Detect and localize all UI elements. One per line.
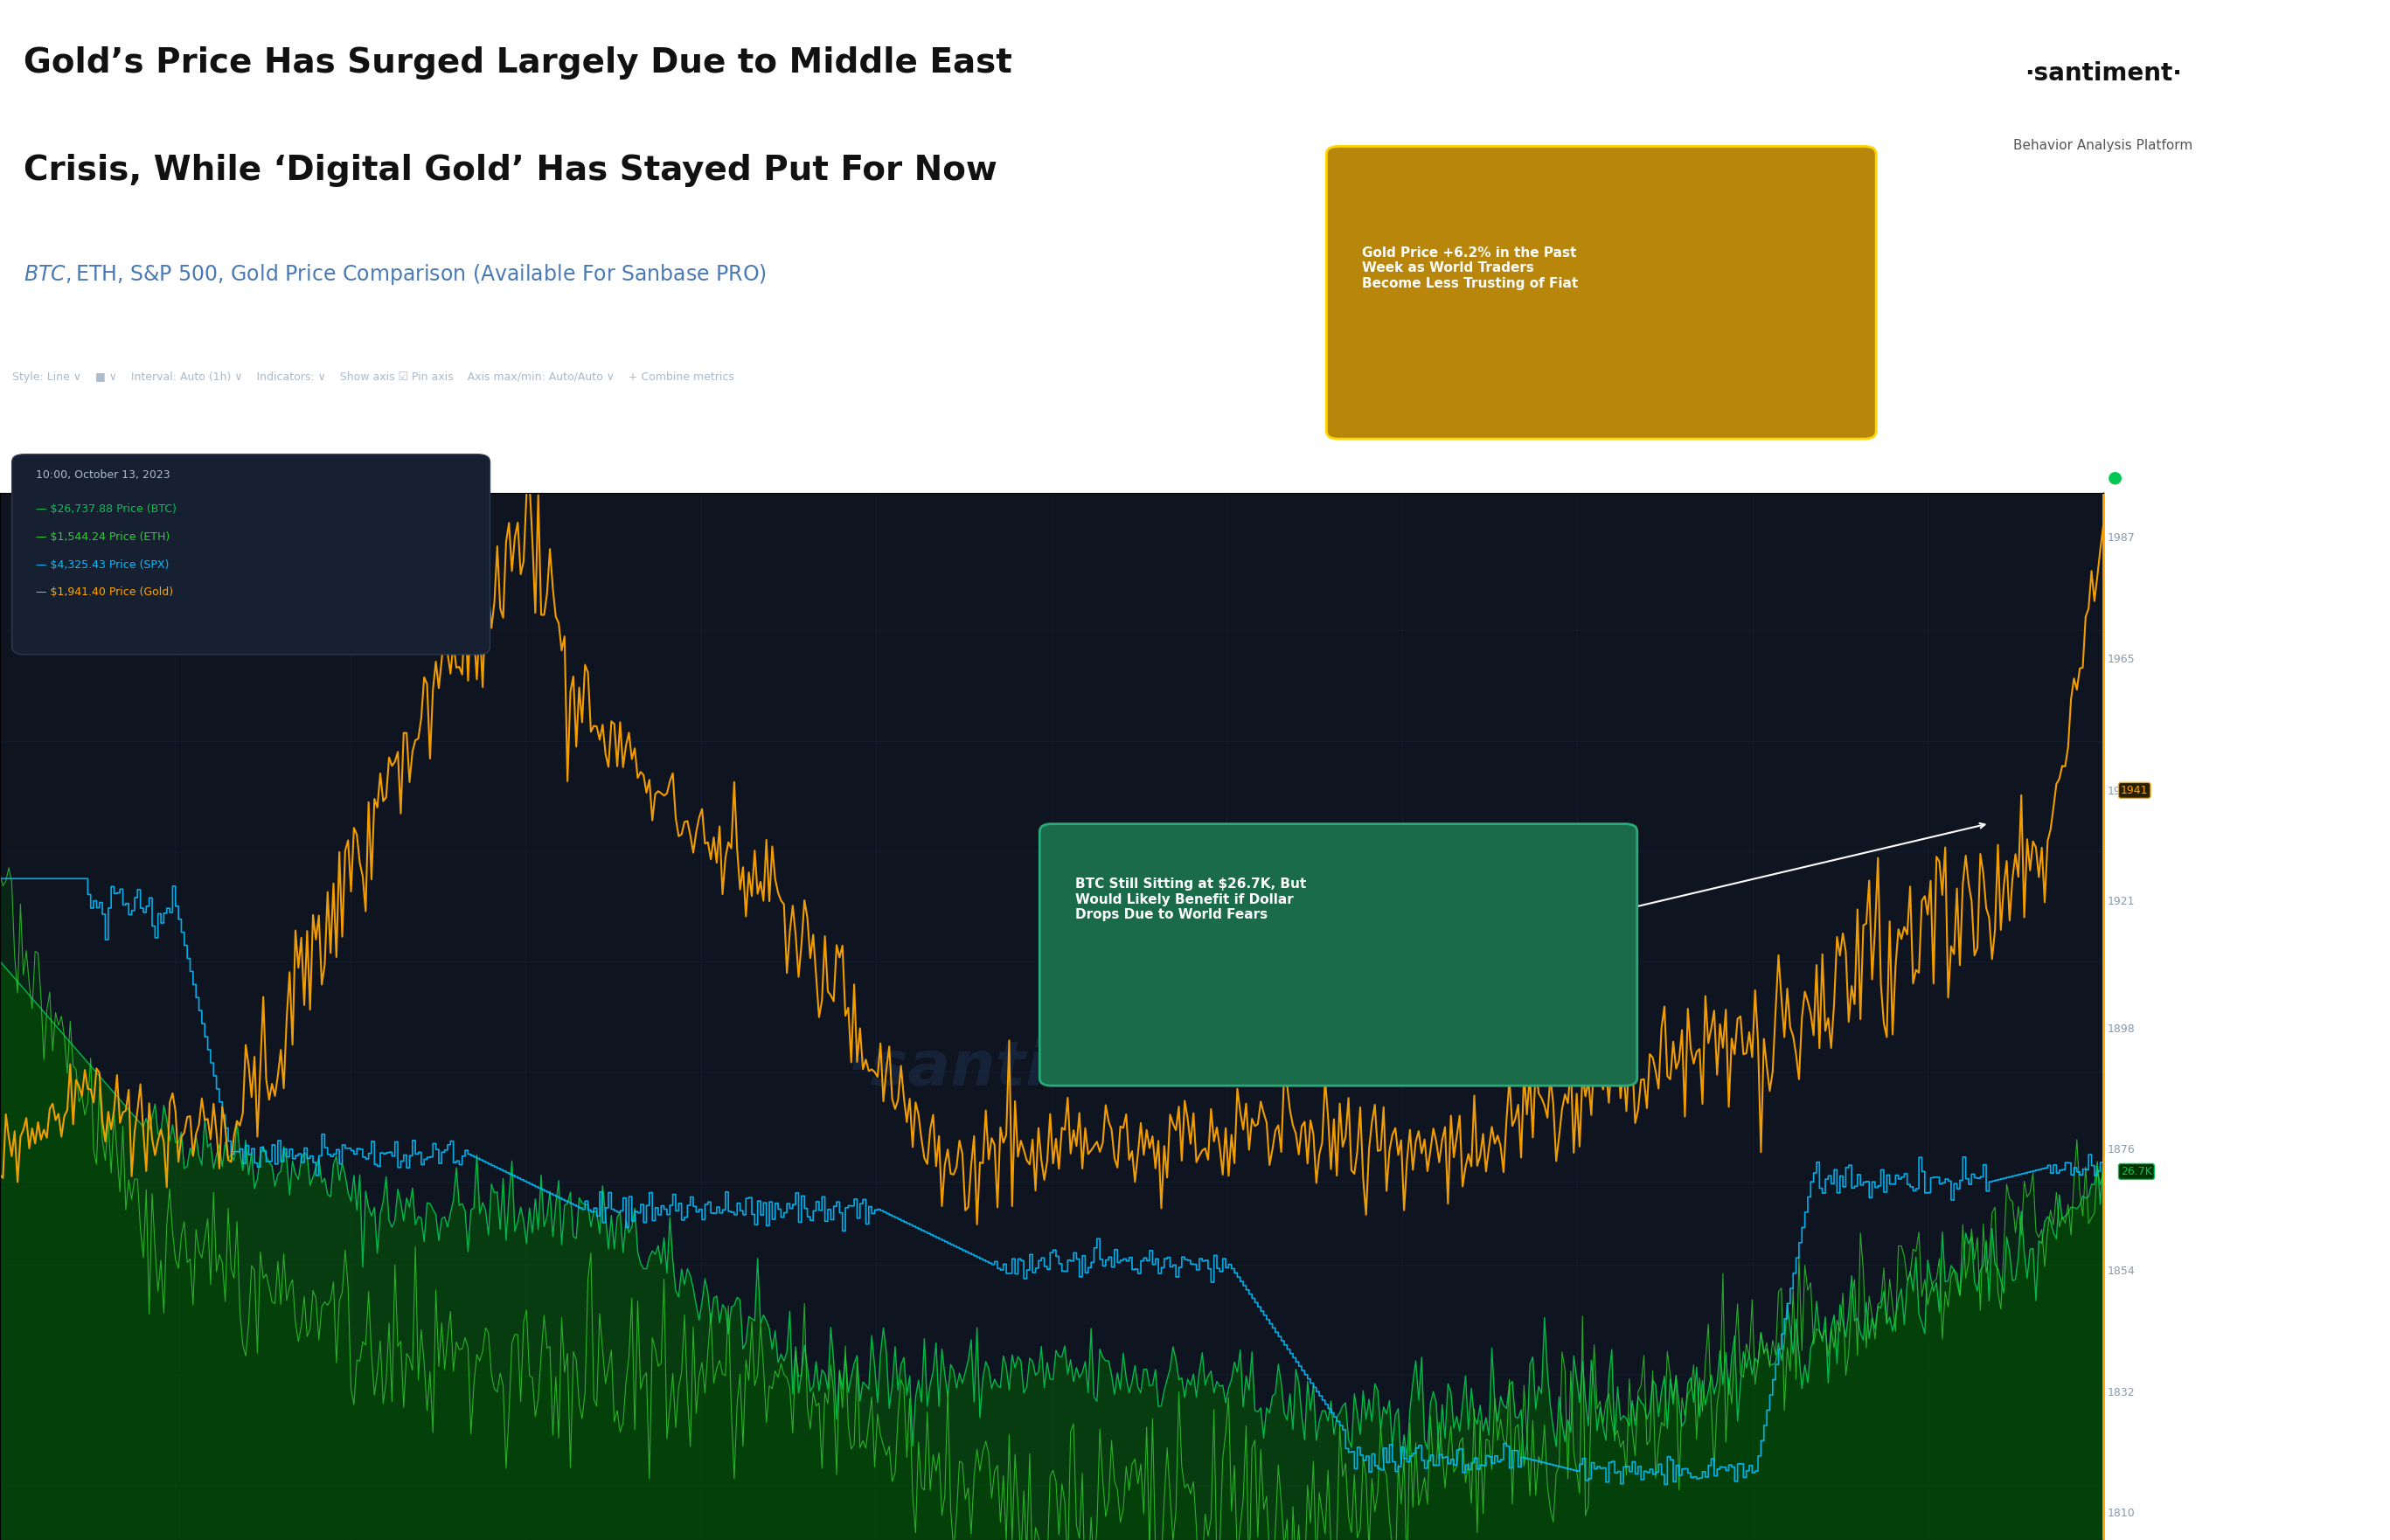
- Text: Crisis, While ‘Digital Gold’ Has Stayed Put For Now: Crisis, While ‘Digital Gold’ Has Stayed …: [24, 154, 997, 188]
- Text: — $1,544.24 Price (ETH): — $1,544.24 Price (ETH): [36, 531, 170, 542]
- Text: 26.7K: 26.7K: [2120, 1166, 2151, 1177]
- Text: BTC Still Sitting at $26.7K, But
Would Likely Benefit if Dollar
Drops Due to Wor: BTC Still Sitting at $26.7K, But Would L…: [1076, 878, 1307, 921]
- Text: Price (SPX): Price (SPX): [765, 436, 832, 448]
- Text: Behavior Analysis Platform: Behavior Analysis Platform: [2012, 139, 2194, 152]
- Text: 10:00, October 13, 2023: 10:00, October 13, 2023: [36, 470, 170, 480]
- Text: Price (Gold): Price (Gold): [1099, 436, 1171, 448]
- Text: ●: ●: [2108, 470, 2122, 485]
- Text: $BTC, $ETH, S&P 500, Gold Price Comparison (Available For Sanbase PRO): $BTC, $ETH, S&P 500, Gold Price Comparis…: [24, 262, 767, 286]
- Text: Price (BTC): Price (BTC): [36, 436, 103, 448]
- Text: ·santiment·: ·santiment·: [2024, 62, 2182, 86]
- Text: Style: Line ∨    ■ ∨    Interval: Auto (1h) ∨    Indicators: ∨    Show axis ☑ Pi: Style: Line ∨ ■ ∨ Interval: Auto (1h) ∨ …: [12, 371, 734, 383]
- Text: ·santiment·: ·santiment·: [848, 1038, 1255, 1100]
- Text: Gold’s Price Has Surged Largely Due to Middle East: Gold’s Price Has Surged Largely Due to M…: [24, 46, 1013, 80]
- Text: — $26,737.88 Price (BTC): — $26,737.88 Price (BTC): [36, 504, 177, 514]
- Text: Price (ETH): Price (ETH): [406, 436, 473, 448]
- Text: 1941: 1941: [2120, 785, 2149, 796]
- Text: — $1,941.40 Price (Gold): — $1,941.40 Price (Gold): [36, 587, 172, 598]
- Text: — $4,325.43 Price (SPX): — $4,325.43 Price (SPX): [36, 559, 170, 570]
- Text: Gold Price +6.2% in the Past
Week as World Traders
Become Less Trusting of Fiat: Gold Price +6.2% in the Past Week as Wor…: [1362, 246, 1577, 290]
